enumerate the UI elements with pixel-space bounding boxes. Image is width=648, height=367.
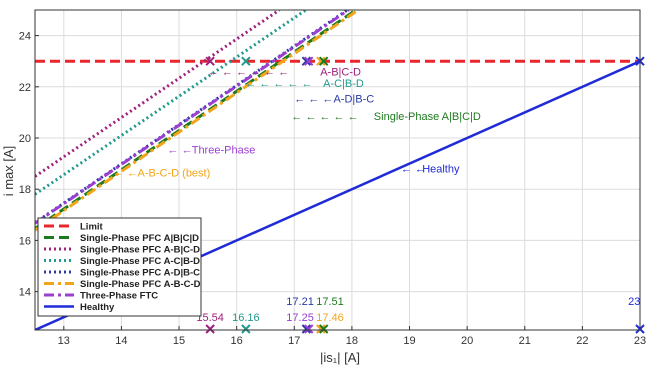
legend-entry-label: Single-Phase PFC A-B|C-D	[80, 245, 200, 256]
plot-frame	[34, 9, 641, 331]
legend-entry-label: Single-Phase PFC A-D|B-C	[80, 268, 200, 279]
value-label: 17.21	[286, 296, 314, 308]
y-axis-label: i max [A]	[1, 146, 16, 197]
limit-marker	[316, 56, 326, 66]
value-label: 16.16	[232, 312, 260, 324]
annotation-arrows: ← ←	[401, 164, 426, 176]
annotation-arrows: ← ← ←	[294, 93, 333, 105]
annotation-label: A-B-C-D (best)	[138, 168, 211, 180]
annotation-label: Healthy	[422, 164, 460, 176]
value-label: 17.25	[286, 312, 314, 324]
x-tick-label: 21	[519, 335, 531, 347]
x-axis-marker	[316, 324, 326, 334]
annotation-arrows: ← ←	[113, 168, 138, 180]
x-tick-label: 18	[346, 335, 358, 347]
x-axis-marker	[241, 324, 251, 334]
limit-marker	[301, 56, 312, 66]
x-tick-label: 17	[288, 335, 300, 347]
series-line-6	[35, 10, 350, 225]
legend-entry-label: Limit	[80, 222, 104, 233]
x-tick-label: 13	[58, 335, 70, 347]
legend-entry-label: Single-Phase PFC A|B|C|D	[80, 233, 199, 244]
legend-box	[37, 217, 202, 317]
value-label: 17.46	[316, 312, 344, 324]
x-axis-marker	[205, 324, 215, 334]
annotation-label: A-C|B-D	[323, 78, 364, 90]
limit-marker	[241, 56, 251, 66]
y-tick-label: 22	[19, 82, 31, 94]
x-tick-label: 20	[461, 335, 473, 347]
y-tick-label: 20	[19, 133, 31, 145]
x-tick-label: 16	[231, 335, 243, 347]
legend-entry-label: Single-Phase PFC A-B-C-D	[80, 279, 201, 290]
y-tick-label: 16	[19, 235, 31, 247]
annotation-label: Three-Phase	[192, 145, 256, 157]
x-tick-label: 19	[403, 335, 415, 347]
x-axis-marker	[303, 324, 314, 334]
series-line-5	[35, 10, 360, 232]
axes: 13 14 15 16 17 18 19 20 21 22 23 14 16 18 20 22 24	[19, 9, 646, 347]
annotation-arrows: ← ← ← ← ←	[291, 111, 358, 123]
x-tick-label: 22	[576, 335, 588, 347]
annotation-label: A-B|C-D	[320, 66, 361, 78]
x-tick-label: 14	[115, 335, 127, 347]
y-tick-label: 18	[19, 184, 31, 196]
value-label: 23	[628, 296, 640, 308]
x-axis-label: |is₁| [A]	[320, 350, 360, 365]
legend-entry-label: Three-Phase FTC	[80, 291, 158, 302]
annotation-arrows: ← ← ← ← ← ←	[208, 66, 289, 78]
annotation-label: A-D|B-C	[333, 93, 374, 105]
value-label: 17.51	[316, 296, 344, 308]
value-label: 15.54	[196, 312, 224, 324]
legend-entry-label: Healthy	[80, 302, 115, 313]
y-tick-label: 14	[19, 287, 31, 299]
limit-marker	[205, 56, 215, 66]
x-axis-marker	[301, 324, 312, 334]
limit-marker	[318, 56, 329, 66]
annotation-arrows: ← ←	[168, 145, 193, 157]
series-line-2	[35, 10, 281, 178]
x-tick-label: 23	[634, 335, 646, 347]
x-tick-label: 15	[173, 335, 185, 347]
annotation-label: Single-Phase A|B|C|D	[374, 111, 481, 123]
x-axis-marker	[318, 324, 329, 334]
legend-entry-label: Single-Phase PFC A-C|B-D	[80, 256, 200, 267]
annotation-arrows: ← ← ← ← ←	[245, 78, 312, 90]
y-tick-label: 24	[19, 31, 31, 43]
limit-marker	[303, 56, 314, 66]
